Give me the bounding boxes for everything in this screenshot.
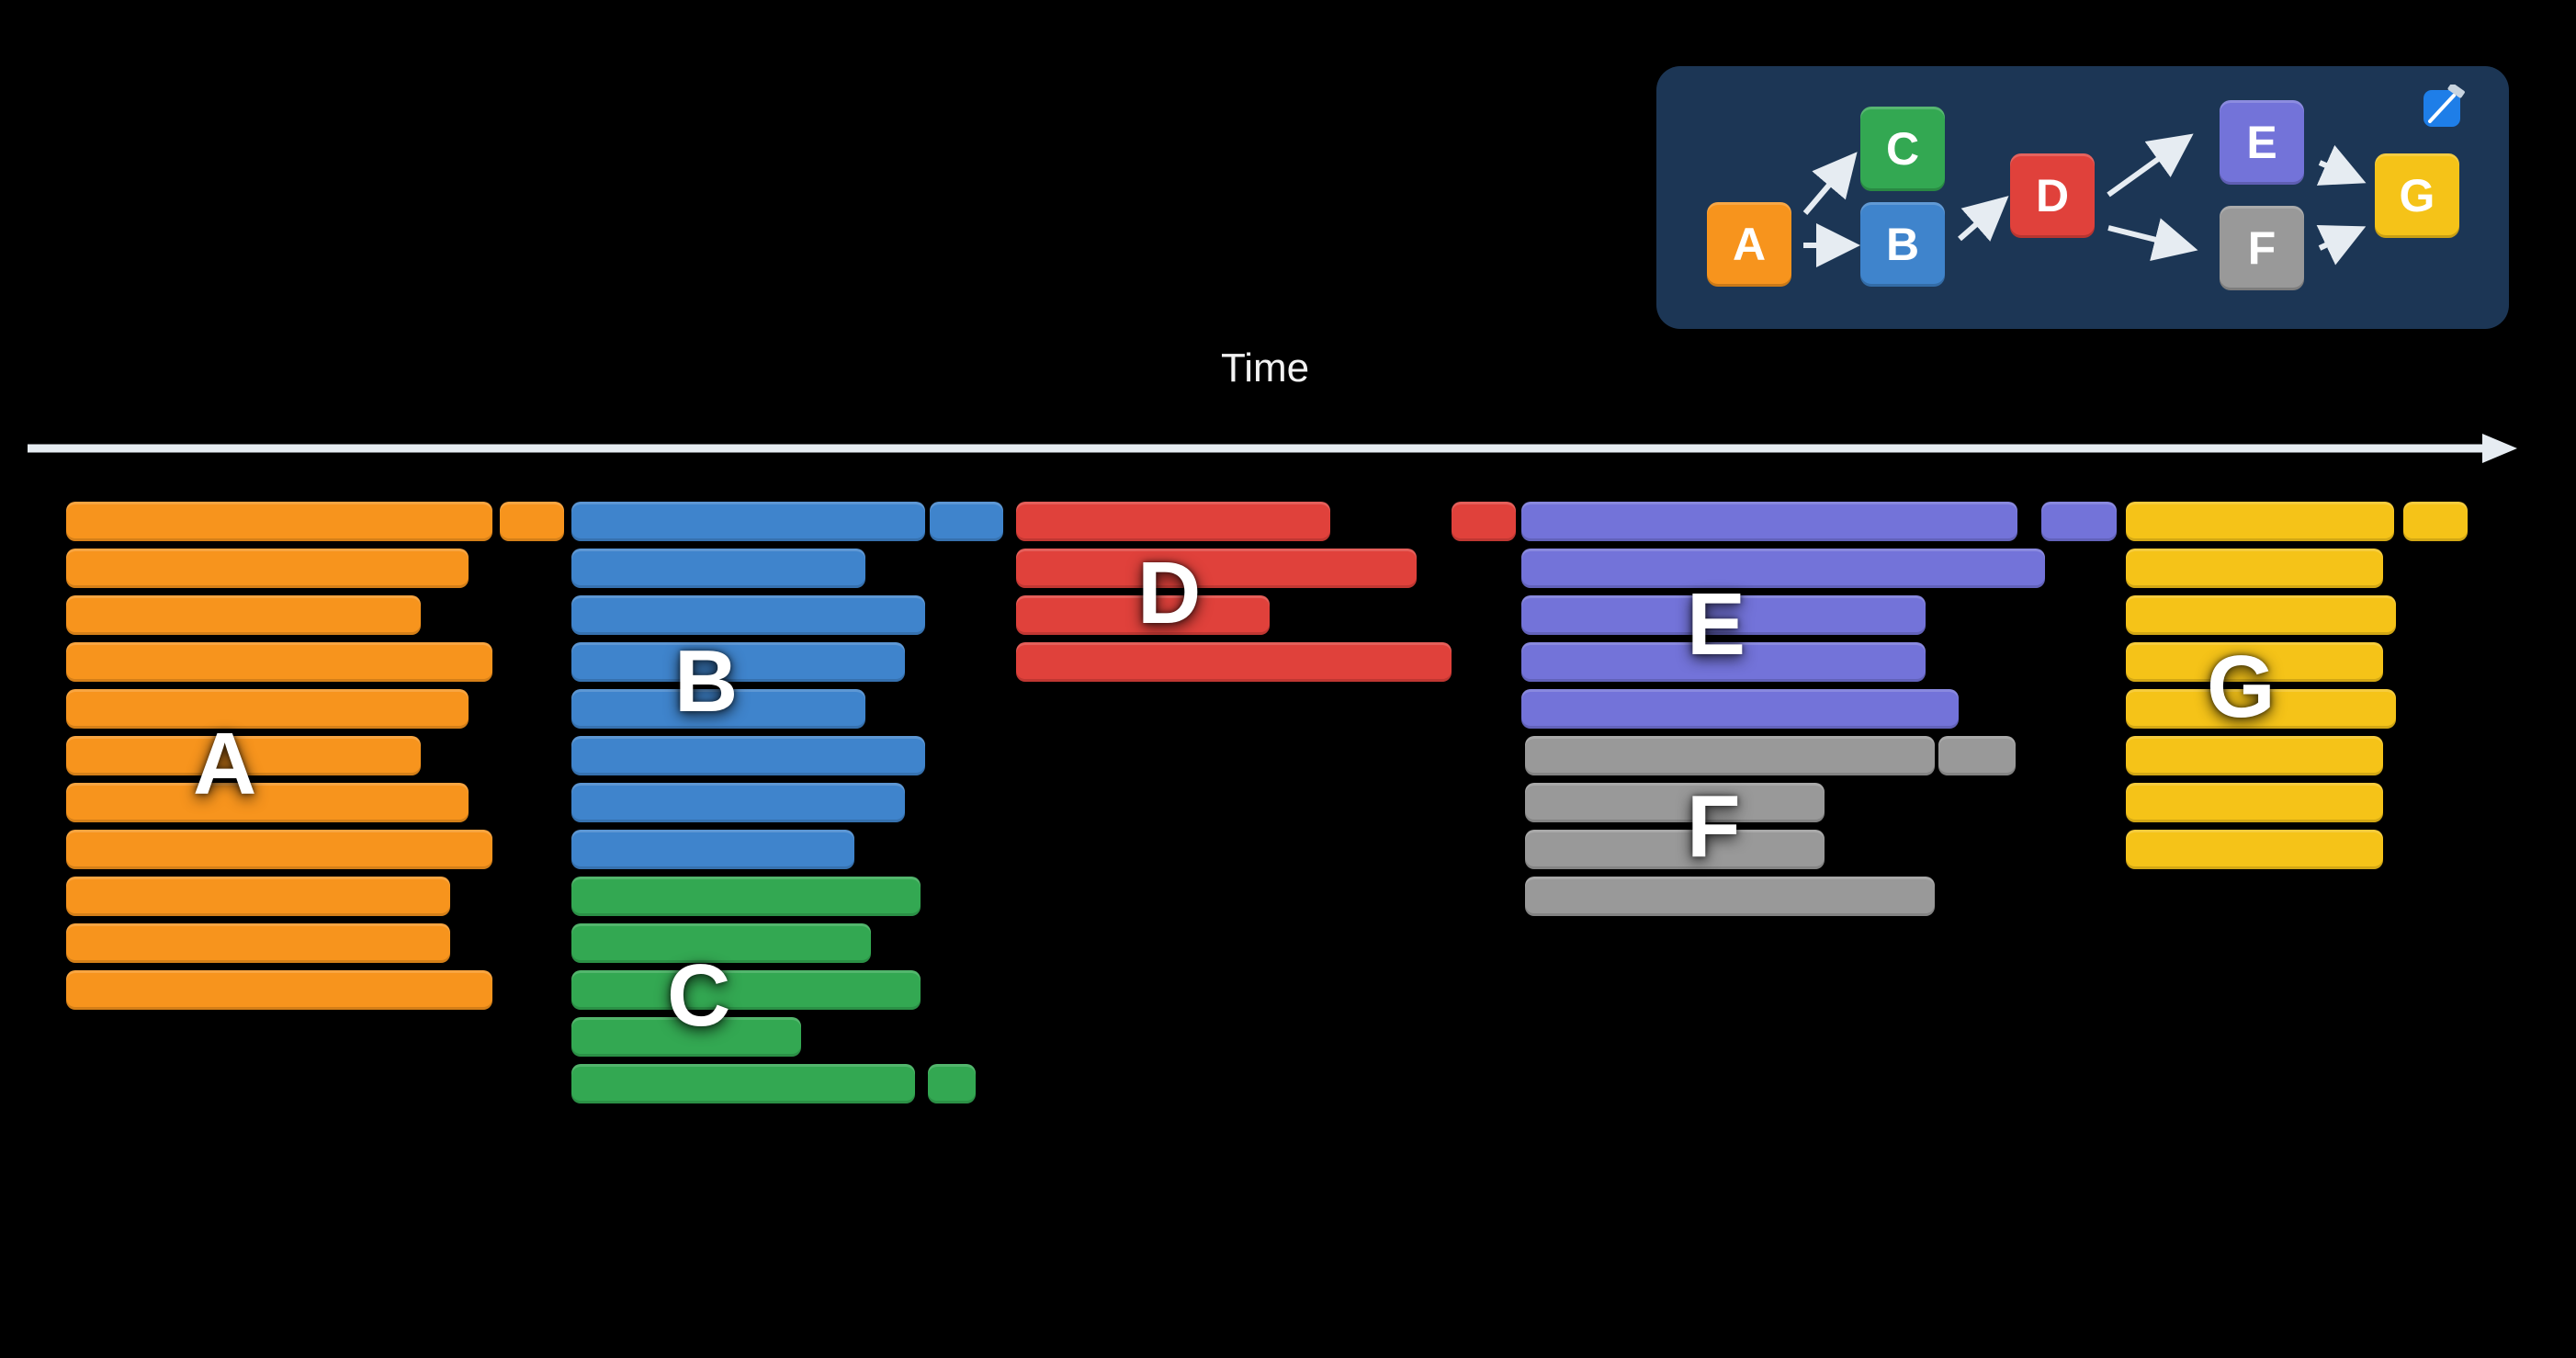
task-bar-e-2 — [2041, 502, 2117, 541]
task-bar-b-3 — [571, 549, 865, 588]
group-label-b: B — [674, 632, 739, 730]
dependency-arrows — [1802, 133, 2367, 267]
task-bar-d-4 — [1016, 595, 1270, 635]
graph-node-d: D — [2010, 153, 2095, 238]
task-bar-b-9 — [571, 830, 854, 869]
task-bar-e-1 — [1521, 502, 2017, 541]
edge-b-d — [1958, 196, 2009, 242]
task-bar-b-2 — [930, 502, 1003, 541]
graph-node-f: F — [2220, 206, 2304, 290]
graph-node-g: G — [2375, 153, 2459, 238]
task-bar-f-2 — [1938, 736, 2016, 775]
task-bar-f-4 — [1525, 830, 1825, 869]
edge-a-c — [1802, 152, 1858, 215]
task-bar-d-2 — [1452, 502, 1516, 541]
task-bar-b-1 — [571, 502, 925, 541]
xcode-hammer-icon — [2423, 85, 2465, 127]
task-bar-f-5 — [1525, 877, 1935, 916]
group-label-e: E — [1687, 575, 1746, 673]
task-bar-b-7 — [571, 736, 925, 775]
task-bar-e-4 — [1521, 595, 1926, 635]
task-bar-e-5 — [1521, 642, 1926, 682]
task-bar-a-9 — [66, 830, 492, 869]
task-bar-g-8 — [2126, 783, 2383, 822]
graph-node-c: C — [1860, 107, 1945, 191]
task-bar-b-8 — [571, 783, 905, 822]
task-bar-a-4 — [66, 595, 421, 635]
task-bar-a-10 — [66, 877, 450, 916]
task-bar-b-5 — [571, 642, 905, 682]
task-bar-c-4 — [571, 1017, 801, 1057]
group-label-d: D — [1137, 544, 1202, 642]
task-bar-g-1 — [2126, 502, 2394, 541]
task-bar-b-6 — [571, 689, 865, 729]
task-bar-g-9 — [2126, 830, 2383, 869]
group-label-a: A — [193, 715, 257, 813]
graph-node-e: E — [2220, 100, 2304, 185]
edge-f-g — [2316, 225, 2367, 266]
graph-node-a: A — [1707, 202, 1791, 287]
task-bar-e-3 — [1521, 549, 2045, 588]
edge-e-g — [2316, 144, 2367, 186]
task-bar-g-5 — [2126, 642, 2383, 682]
task-bar-a-12 — [66, 970, 492, 1010]
task-bar-a-6 — [66, 689, 469, 729]
edge-d-f — [2107, 218, 2198, 262]
task-bar-d-3 — [1016, 549, 1417, 588]
task-bar-b-4 — [571, 595, 925, 635]
task-bar-c-6 — [928, 1064, 976, 1103]
graph-node-b: B — [1860, 202, 1945, 287]
task-bar-c-5 — [571, 1064, 915, 1103]
group-label-g: G — [2207, 638, 2276, 736]
task-bar-d-1 — [1016, 502, 1330, 541]
task-bar-a-5 — [66, 642, 492, 682]
task-bar-a-1 — [66, 502, 492, 541]
edge-d-e — [2107, 133, 2194, 198]
time-axis-arrow — [28, 434, 2517, 463]
task-bar-f-1 — [1525, 736, 1935, 775]
task-bar-g-4 — [2126, 595, 2396, 635]
task-bar-a-2 — [500, 502, 564, 541]
task-bar-e-6 — [1521, 689, 1959, 729]
task-bar-g-2 — [2403, 502, 2468, 541]
task-bar-a-8 — [66, 783, 469, 822]
task-bar-d-5 — [1016, 642, 1452, 682]
task-bar-c-3 — [571, 970, 921, 1010]
task-bar-g-3 — [2126, 549, 2383, 588]
task-bar-f-3 — [1525, 783, 1825, 822]
task-bar-g-7 — [2126, 736, 2383, 775]
task-bar-a-3 — [66, 549, 469, 588]
task-bar-c-1 — [571, 877, 921, 916]
task-bar-a-7 — [66, 736, 421, 775]
dependency-graph-panel: A B C D E F G — [1656, 66, 2509, 329]
time-axis-label: Time — [1221, 345, 1310, 390]
task-bar-c-2 — [571, 923, 871, 963]
task-bar-g-6 — [2126, 689, 2396, 729]
task-bar-a-11 — [66, 923, 450, 963]
group-label-c: C — [667, 946, 731, 1045]
group-label-f: F — [1687, 777, 1741, 876]
